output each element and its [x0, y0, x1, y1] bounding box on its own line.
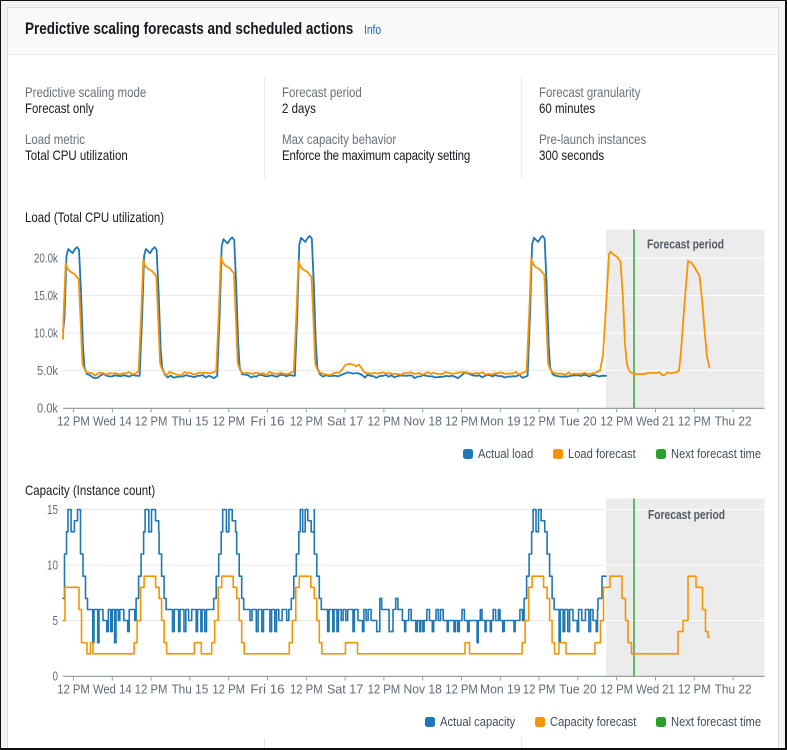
- svg-text:12 PM: 12 PM: [445, 681, 478, 696]
- svg-text:Mon 19: Mon 19: [480, 413, 521, 428]
- svg-text:15.0k: 15.0k: [33, 288, 58, 302]
- svg-text:Wed 21: Wed 21: [636, 681, 675, 696]
- svg-text:Wed 14: Wed 14: [93, 681, 132, 696]
- svg-text:Fri 16: Fri 16: [250, 413, 284, 428]
- svg-text:Tue 20: Tue 20: [559, 681, 596, 696]
- svg-text:12 PM: 12 PM: [134, 681, 167, 696]
- svg-text:Wed 14: Wed 14: [93, 413, 132, 428]
- svg-text:Thu 15: Thu 15: [171, 413, 208, 428]
- svg-text:Forecast period: Forecast period: [647, 236, 724, 251]
- svg-text:Nov 18: Nov 18: [403, 681, 441, 696]
- svg-text:Tue 20: Tue 20: [559, 413, 596, 428]
- svg-text:12 PM: 12 PM: [367, 681, 400, 696]
- svg-text:12 PM: 12 PM: [290, 681, 323, 696]
- svg-text:12 PM: 12 PM: [212, 681, 245, 696]
- svg-text:Mon 19: Mon 19: [480, 681, 521, 696]
- svg-text:12 PM: 12 PM: [57, 413, 90, 428]
- svg-text:Sat 17: Sat 17: [327, 413, 363, 428]
- svg-text:12 PM: 12 PM: [522, 681, 555, 696]
- svg-text:0.0k: 0.0k: [37, 401, 59, 415]
- svg-text:Nov 18: Nov 18: [403, 413, 441, 428]
- svg-text:5.0k: 5.0k: [37, 363, 59, 377]
- svg-text:Wed 21: Wed 21: [636, 413, 675, 428]
- svg-text:12 PM: 12 PM: [522, 413, 555, 428]
- svg-text:12 PM: 12 PM: [600, 681, 633, 696]
- svg-text:10: 10: [47, 558, 58, 572]
- svg-text:12 PM: 12 PM: [600, 413, 633, 428]
- svg-text:12 PM: 12 PM: [212, 413, 245, 428]
- svg-text:Fri 16: Fri 16: [250, 681, 284, 696]
- svg-text:Sat 17: Sat 17: [327, 681, 363, 696]
- svg-text:Thu 15: Thu 15: [171, 681, 208, 696]
- svg-text:12 PM: 12 PM: [445, 413, 478, 428]
- svg-text:12 PM: 12 PM: [57, 681, 90, 696]
- svg-text:12 PM: 12 PM: [678, 413, 711, 428]
- svg-text:0: 0: [52, 669, 58, 683]
- svg-text:12 PM: 12 PM: [290, 413, 323, 428]
- svg-text:15: 15: [47, 502, 58, 516]
- svg-text:Thu 22: Thu 22: [714, 413, 751, 428]
- svg-text:20.0k: 20.0k: [33, 251, 58, 265]
- svg-text:5: 5: [52, 613, 58, 627]
- svg-text:Forecast period: Forecast period: [648, 507, 725, 522]
- svg-text:12 PM: 12 PM: [134, 413, 167, 428]
- svg-text:10.0k: 10.0k: [33, 326, 58, 340]
- svg-text:12 PM: 12 PM: [678, 681, 711, 696]
- svg-text:Thu 22: Thu 22: [714, 681, 751, 696]
- svg-text:12 PM: 12 PM: [367, 413, 400, 428]
